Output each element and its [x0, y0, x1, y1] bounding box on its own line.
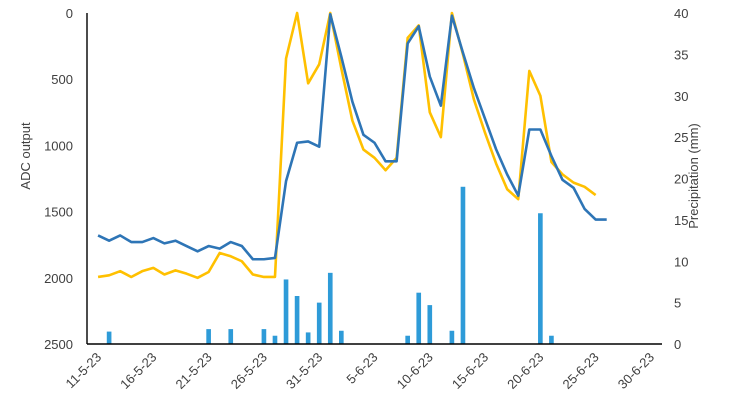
y-left-tick-label: 1000: [44, 138, 73, 153]
y-right-tick-label: 25: [674, 130, 688, 145]
precipitation-bar: [272, 335, 278, 344]
y-left-tick-label: 2000: [44, 271, 73, 286]
y-right-tick-label: 5: [674, 296, 681, 311]
y-right-tick-label: 30: [674, 89, 688, 104]
y-left-tick-label: 1500: [44, 205, 73, 220]
precipitation-bar: [327, 272, 333, 344]
y-right-tick-label: 10: [674, 254, 688, 269]
precipitation-bar: [316, 302, 322, 345]
y-left-tick-label: 0: [66, 6, 73, 21]
chart-axes: [86, 13, 662, 345]
precipitation-line: [97, 11, 597, 280]
precipitation-bar: [283, 279, 289, 344]
y-right-axis-title: Precipitation (mm): [686, 123, 701, 228]
precipitation-bar: [460, 186, 466, 344]
precipitation-bar: [416, 292, 422, 344]
y-left-axis-title: ADC output: [18, 122, 33, 190]
y-right-tick-label: 20: [674, 172, 688, 187]
precipitation-bar: [339, 330, 344, 344]
y-right-tick-label: 0: [674, 337, 681, 352]
precipitation-bar: [305, 332, 311, 344]
precipitation-bar: [549, 335, 554, 344]
adc-output-line: [97, 13, 607, 261]
precipitation-bar: [106, 331, 112, 344]
precipitation-bar: [427, 305, 433, 344]
y-right-tick-label: 40: [674, 6, 688, 21]
precipitation-bars: [106, 186, 554, 345]
y-left-tick-label: 500: [51, 72, 73, 87]
y-right-tick-label: 35: [674, 47, 688, 62]
precipitation-bar: [449, 330, 455, 344]
precipitation-bar: [538, 213, 543, 344]
y-left-tick-label: 2500: [44, 337, 73, 352]
series-lines: [97, 11, 607, 280]
precipitation-bar: [228, 329, 234, 344]
precipitation-bar: [405, 335, 410, 344]
precipitation-bar: [294, 296, 300, 344]
precipitation-bar: [261, 329, 267, 344]
precipitation-bar: [206, 329, 211, 344]
y-right-tick-label: 15: [674, 213, 688, 228]
